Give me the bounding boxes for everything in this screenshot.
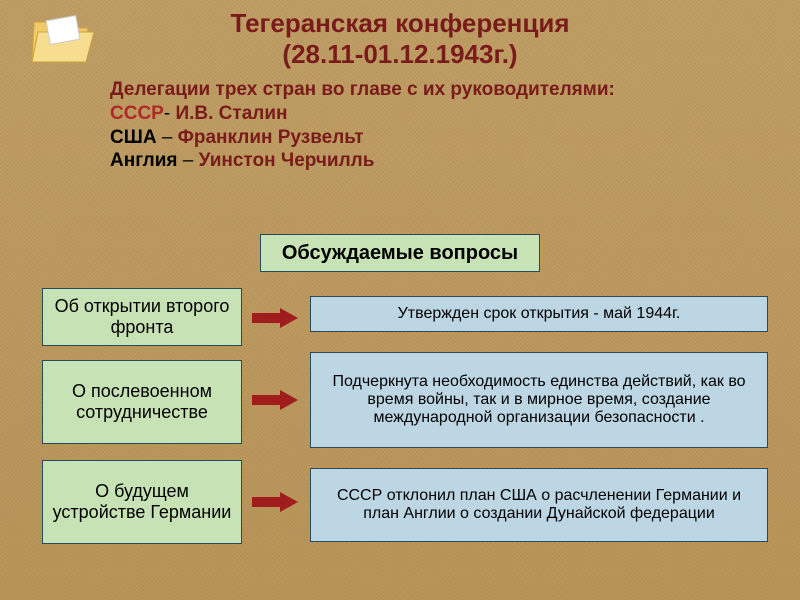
outcome-box-1: Подчеркнута необходимость единства дейст… [310,352,768,448]
arrow-icon-0 [252,308,300,328]
delegation-block: Делегации трех стран во главе с их руков… [110,78,740,173]
outcome-text-2: СССР отклонил план США о расчленении Гер… [319,487,759,523]
topic-box-0: Об открытии второго фронта [42,288,242,346]
country-0: СССР [110,103,164,124]
folder-icon [28,8,98,68]
questions-title-box: Обсуждаемые вопросы [260,234,540,272]
dash-2: – [177,150,198,171]
dash-0: - [164,103,176,124]
outcome-text-0: Утвержден срок открытия - май 1944г. [398,305,681,323]
leader-0: И.В. Сталин [175,103,287,124]
country-1: США [110,127,157,148]
arrow-icon-2 [252,492,300,512]
topic-box-2: О будущем устройстве Германии [42,460,242,544]
leader-1: Франклин Рузвельт [178,127,364,148]
title-line-1: Тегеранская конференция [0,8,800,39]
topic-text-0: Об открытии второго фронта [51,296,233,338]
topic-text-2: О будущем устройстве Германии [51,481,233,523]
country-2: Англия [110,150,177,171]
arrow-icon-1 [252,390,300,410]
slide-title: Тегеранская конференция (28.11-01.12.194… [0,0,800,70]
delegation-intro: Делегации трех стран во главе с их руков… [110,79,615,100]
dash-1: – [157,127,178,148]
topic-box-1: О послевоенном сотрудничестве [42,360,242,444]
title-line-2: (28.11-01.12.1943г.) [0,39,800,70]
outcome-box-2: СССР отклонил план США о расчленении Гер… [310,468,768,542]
topic-text-1: О послевоенном сотрудничестве [51,381,233,423]
outcome-text-1: Подчеркнута необходимость единства дейст… [319,373,759,427]
leader-2: Уинстон Черчилль [199,150,375,171]
outcome-box-0: Утвержден срок открытия - май 1944г. [310,296,768,332]
questions-title: Обсуждаемые вопросы [282,242,518,265]
